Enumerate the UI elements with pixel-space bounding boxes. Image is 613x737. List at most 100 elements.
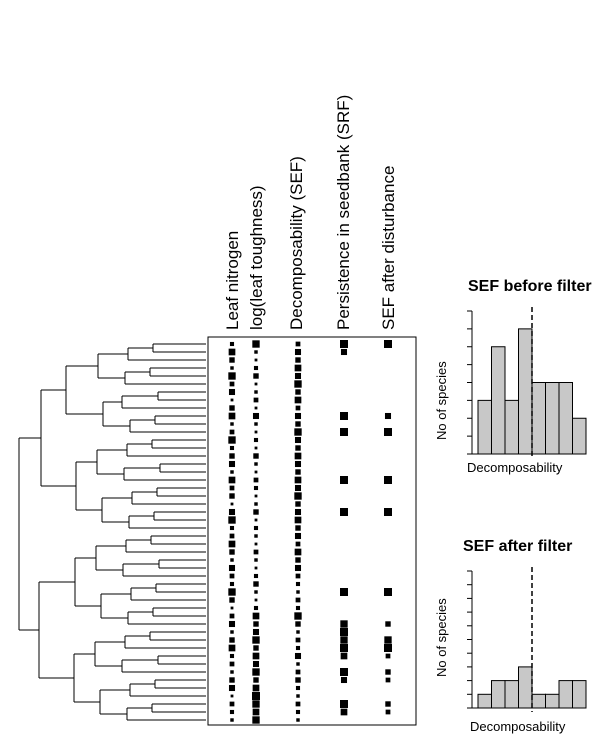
trait-marker — [229, 701, 235, 707]
trait-marker — [340, 340, 348, 348]
histogram-bar — [518, 328, 533, 455]
histogram-after — [467, 567, 587, 712]
histogram-bar — [504, 680, 519, 709]
trait-marker — [340, 644, 348, 652]
trait-marker — [229, 581, 235, 587]
trait-marker — [296, 590, 300, 594]
trait-marker — [229, 341, 235, 347]
trait-marker — [252, 652, 260, 660]
histogram-bar — [477, 693, 492, 709]
trait-marker — [295, 445, 301, 451]
trait-marker — [252, 708, 260, 716]
histogram-bar — [558, 382, 573, 455]
trait-marker — [230, 470, 234, 474]
trait-label-decomposability: Decomposability (SEF) — [287, 156, 306, 330]
trait-label-seedbank-persistence: Persistence in seedbank (SRF) — [334, 95, 353, 330]
trait-marker — [294, 508, 302, 516]
trait-marker — [254, 566, 258, 570]
histogram-bar — [518, 666, 533, 709]
trait-marker — [254, 590, 258, 594]
trait-marker — [253, 549, 259, 555]
trait-marker — [229, 525, 235, 531]
histogram-bar — [491, 680, 506, 709]
trait-marker — [294, 516, 302, 524]
trait-marker — [254, 422, 258, 426]
trait-marker — [228, 620, 236, 628]
trait-marker — [295, 557, 301, 563]
trait-marker — [230, 606, 234, 610]
trait-marker — [294, 460, 302, 468]
histogram-after-ylabel: No of species — [434, 598, 449, 677]
trait-label-sef-after-disturbance: SEF after disturbance — [379, 166, 398, 330]
trait-marker — [229, 597, 235, 603]
trait-marker — [229, 485, 235, 491]
trait-marker — [384, 428, 392, 436]
trait-marker — [296, 662, 300, 666]
trait-marker — [295, 701, 301, 707]
trait-marker — [340, 412, 348, 420]
trait-marker — [230, 694, 234, 698]
histogram-bar — [504, 399, 519, 455]
histogram-after-title: SEF after filter — [463, 538, 572, 555]
trait-marker — [384, 340, 392, 348]
trait-marker — [294, 548, 302, 556]
trait-marker — [254, 382, 258, 386]
trait-marker — [229, 677, 235, 683]
trait-marker — [254, 462, 258, 466]
trait-marker — [229, 429, 235, 435]
histogram-bar — [531, 693, 546, 709]
trait-marker — [295, 341, 301, 347]
trait-marker — [294, 652, 302, 660]
trait-marker — [340, 508, 348, 516]
trait-marker — [294, 372, 302, 380]
trait-marker — [254, 390, 258, 394]
histogram-bar — [558, 680, 573, 709]
trait-marker — [228, 348, 236, 356]
histogram-before — [467, 307, 587, 458]
trait-marker — [229, 533, 235, 539]
trait-marker — [340, 676, 348, 684]
trait-marker — [229, 405, 235, 411]
trait-marker — [295, 541, 301, 547]
trait-marker — [294, 396, 302, 404]
trait-marker — [228, 476, 236, 484]
trait-matrix-frame — [207, 336, 417, 726]
trait-marker — [252, 636, 260, 644]
trait-marker — [228, 564, 236, 572]
trait-marker — [229, 381, 235, 387]
trait-marker — [228, 684, 236, 692]
trait-marker — [340, 700, 348, 708]
dendrogram — [18, 343, 206, 721]
trait-marker — [295, 573, 301, 579]
trait-marker — [228, 372, 236, 380]
trait-label-leaf-toughness: log(leaf toughness) — [247, 185, 266, 330]
histogram-bar — [477, 399, 492, 455]
trait-marker — [294, 564, 302, 572]
trait-marker — [228, 540, 236, 548]
trait-marker — [254, 518, 258, 522]
trait-marker — [252, 340, 260, 348]
histogram-after-xlabel: Decomposability — [470, 719, 566, 734]
trait-marker — [229, 709, 235, 715]
trait-marker — [384, 412, 392, 420]
trait-marker — [253, 453, 259, 459]
trait-marker — [230, 630, 234, 634]
trait-marker — [384, 588, 392, 596]
trait-marker — [254, 446, 258, 450]
trait-marker — [228, 436, 236, 444]
trait-marker — [385, 653, 391, 659]
trait-marker — [254, 350, 258, 354]
trait-marker — [296, 718, 300, 722]
histogram-before-ylabel: No of species — [434, 361, 449, 440]
trait-marker — [295, 597, 301, 603]
trait-matrix — [228, 340, 392, 724]
trait-marker — [229, 549, 235, 555]
trait-marker — [295, 389, 301, 395]
trait-marker — [228, 644, 236, 652]
trait-marker — [230, 558, 234, 562]
trait-marker — [253, 525, 259, 531]
trait-marker — [253, 677, 259, 683]
trait-marker — [340, 588, 348, 596]
trait-marker — [294, 436, 302, 444]
